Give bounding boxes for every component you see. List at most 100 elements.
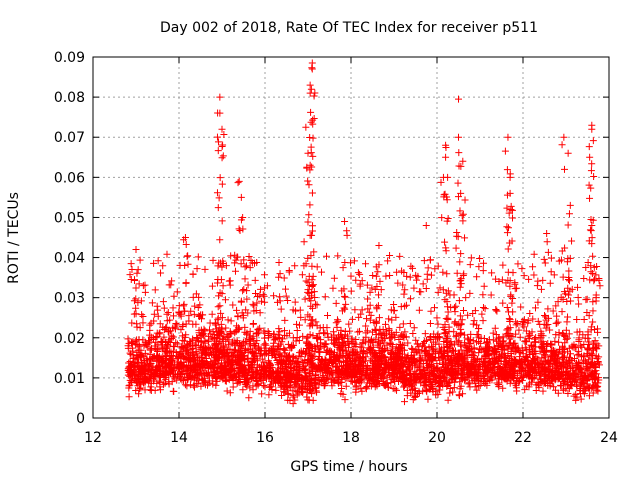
data-point <box>362 353 370 361</box>
data-point <box>213 377 221 385</box>
data-point <box>124 335 132 343</box>
data-point <box>564 313 572 321</box>
data-point <box>516 348 524 356</box>
data-point <box>304 218 312 226</box>
data-point <box>481 362 489 370</box>
data-point <box>362 333 370 341</box>
data-point <box>364 327 372 335</box>
data-point <box>169 387 177 395</box>
data-point <box>249 348 257 356</box>
data-point <box>403 353 411 361</box>
data-point <box>506 379 514 387</box>
data-point <box>408 264 416 272</box>
data-point <box>521 386 529 394</box>
data-point <box>456 283 464 291</box>
data-point <box>424 351 432 359</box>
data-point <box>211 373 219 381</box>
data-point <box>345 344 353 352</box>
data-point <box>385 326 393 334</box>
data-point <box>354 269 362 277</box>
data-point <box>220 131 228 139</box>
data-point <box>224 346 232 354</box>
data-point <box>286 344 294 352</box>
data-point <box>328 382 336 390</box>
data-point <box>399 320 407 328</box>
data-point <box>357 375 365 383</box>
data-point <box>198 350 206 358</box>
data-point <box>274 375 282 383</box>
data-point <box>197 337 205 345</box>
data-point <box>281 316 289 324</box>
data-point <box>295 337 303 345</box>
data-point <box>245 253 253 261</box>
data-point <box>495 334 503 342</box>
data-point <box>313 334 321 342</box>
data-point <box>218 217 226 225</box>
data-point <box>244 281 252 289</box>
data-point <box>261 340 269 348</box>
data-point <box>570 392 578 400</box>
data-point <box>356 280 364 288</box>
data-point <box>341 366 349 374</box>
data-point <box>471 383 479 391</box>
data-point <box>133 372 141 380</box>
data-point <box>291 262 299 270</box>
data-point <box>506 335 514 343</box>
data-point <box>594 357 602 365</box>
data-point <box>217 309 225 317</box>
data-point <box>237 297 245 305</box>
data-point <box>248 349 256 357</box>
data-point <box>588 240 596 248</box>
data-point <box>233 352 241 360</box>
data-point <box>177 326 185 334</box>
data-point <box>459 217 467 225</box>
data-point <box>589 318 597 326</box>
data-point <box>213 355 221 363</box>
data-point <box>243 295 251 303</box>
data-point <box>201 381 209 389</box>
data-point <box>594 387 602 395</box>
data-point <box>475 333 483 341</box>
data-point <box>224 316 232 324</box>
data-point <box>301 295 309 303</box>
data-point <box>172 319 180 327</box>
data-point <box>577 395 585 403</box>
data-point <box>523 370 531 378</box>
data-point <box>455 297 463 305</box>
data-point <box>443 270 451 278</box>
data-point <box>375 379 383 387</box>
data-point <box>303 344 311 352</box>
data-point <box>562 326 570 334</box>
data-point <box>258 367 266 375</box>
data-point <box>360 371 368 379</box>
data-point <box>529 263 537 271</box>
data-point <box>457 250 465 258</box>
data-point <box>559 386 567 394</box>
data-point <box>159 323 167 331</box>
data-point <box>213 133 221 141</box>
y-tick-label: 0 <box>76 411 85 427</box>
data-point <box>165 353 173 361</box>
data-point <box>547 347 555 355</box>
data-point <box>393 386 401 394</box>
data-point <box>419 339 427 347</box>
data-point <box>354 376 362 384</box>
data-point <box>512 330 520 338</box>
data-point <box>216 109 224 117</box>
data-point <box>550 271 558 279</box>
data-point <box>239 338 247 346</box>
data-point <box>526 350 534 358</box>
data-point <box>532 387 540 395</box>
data-point <box>424 264 432 272</box>
data-point <box>276 270 284 278</box>
data-point <box>392 343 400 351</box>
data-point <box>596 282 604 290</box>
data-point <box>226 389 234 397</box>
data-point <box>219 141 227 149</box>
data-point <box>171 323 179 331</box>
data-point <box>346 361 354 369</box>
data-point <box>372 372 380 380</box>
data-point <box>183 382 191 390</box>
data-point <box>281 360 289 368</box>
data-point <box>191 302 199 310</box>
